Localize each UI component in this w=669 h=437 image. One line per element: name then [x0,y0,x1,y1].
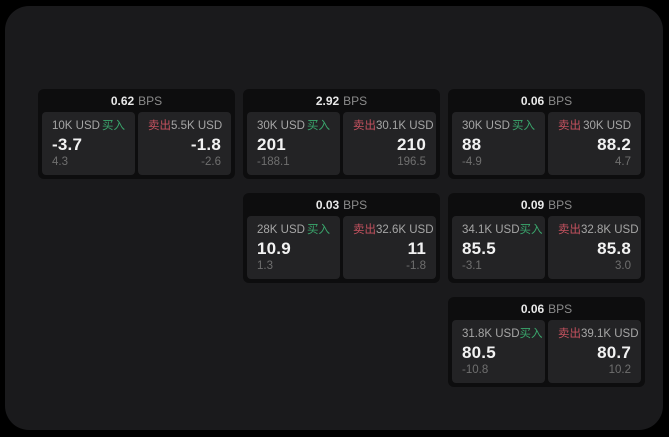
sell-panel[interactable]: 卖出 39.1K USD 80.7 10.2 [548,320,641,383]
buy-size: 31.8K USD [462,328,520,340]
sell-sub-value: 196.5 [397,156,426,168]
bps-header: 0.03 BPS [243,193,440,216]
sell-price: 210 [397,134,426,154]
quote-card: 0.03 BPS 28K USD 买入 10.9 1.3 卖出 32.6K US… [243,193,440,283]
buy-size: 30K USD [257,120,305,132]
quote-card-grid: 0.62 BPS 10K USD 买入 -3.7 4.3 卖出 5.5K USD [38,89,645,387]
bps-header: 0.06 BPS [448,89,645,112]
quote-card: 0.06 BPS 31.8K USD 买入 80.5 -10.8 卖出 39.1… [448,297,645,387]
bps-unit-label: BPS [138,93,163,108]
buy-price: 10.9 [257,238,291,258]
quote-card: 2.92 BPS 30K USD 买入 201 -188.1 卖出 30.1K … [243,89,440,179]
bps-unit-label: BPS [548,197,573,212]
buy-panel[interactable]: 30K USD 买入 88 -4.9 [452,112,545,175]
sell-panel[interactable]: 卖出 30K USD 88.2 4.7 [548,112,641,175]
bps-value: 2.92 [315,93,340,108]
panels: 31.8K USD 买入 80.5 -10.8 卖出 39.1K USD 80.… [448,320,645,387]
buy-label: 买入 [307,224,330,236]
sell-size: 32.6K USD [376,224,434,236]
panels: 30K USD 买入 201 -188.1 卖出 30.1K USD 210 1… [243,112,440,179]
buy-label: 买入 [519,328,543,340]
sell-sub-value: 10.2 [608,364,631,376]
buy-size: 30K USD [462,120,510,132]
buy-label: 买入 [307,120,330,132]
bps-header: 0.06 BPS [448,297,645,320]
panels: 28K USD 买入 10.9 1.3 卖出 32.6K USD 11 -1.8 [243,216,440,283]
sell-label: 卖出 [353,224,376,236]
buy-sub-value: -4.9 [462,156,482,168]
sell-size: 5.5K USD [171,120,223,132]
buy-size: 10K USD [52,120,100,132]
sell-price: -1.8 [190,134,221,154]
bps-unit-label: BPS [548,93,573,108]
app-window: 0.62 BPS 10K USD 买入 -3.7 4.3 卖出 5.5K USD [5,6,663,430]
sell-panel[interactable]: 卖出 32.8K USD 85.8 3.0 [548,216,641,279]
sell-price: 85.8 [597,238,631,258]
buy-price: 88 [462,134,482,154]
bps-header: 2.92 BPS [243,89,440,112]
sell-panel[interactable]: 卖出 30.1K USD 210 196.5 [343,112,436,175]
buy-sub-value: 4.3 [52,156,68,168]
sell-sub-value: -1.8 [406,260,426,272]
sell-size: 32.8K USD [581,224,639,236]
sell-price: 88.2 [597,134,631,154]
sell-label: 卖出 [148,120,171,132]
sell-sub-value: 3.0 [615,260,631,272]
sell-label: 卖出 [558,224,581,236]
bps-value: 0.09 [520,197,545,212]
sell-label: 卖出 [558,328,581,340]
buy-label: 买入 [102,120,125,132]
bps-header: 0.62 BPS [38,89,235,112]
panels: 34.1K USD 买入 85.5 -3.1 卖出 32.8K USD 85.8… [448,216,645,283]
bps-header: 0.09 BPS [448,193,645,216]
sell-size: 30K USD [583,120,631,132]
sell-size: 30.1K USD [376,120,434,132]
sell-label: 卖出 [558,120,581,132]
quote-card: 0.06 BPS 30K USD 买入 88 -4.9 卖出 30K USD [448,89,645,179]
sell-size: 39.1K USD [581,328,639,340]
buy-sub-value: 1.3 [257,260,273,272]
panels: 30K USD 买入 88 -4.9 卖出 30K USD 88.2 4.7 [448,112,645,179]
bps-unit-label: BPS [343,93,368,108]
quote-card: 0.09 BPS 34.1K USD 买入 85.5 -3.1 卖出 32.8K… [448,193,645,283]
buy-price: 80.5 [462,342,496,362]
sell-sub-value: 4.7 [615,156,631,168]
bps-value: 0.62 [110,93,135,108]
buy-panel[interactable]: 34.1K USD 买入 85.5 -3.1 [452,216,545,279]
buy-panel[interactable]: 30K USD 买入 201 -188.1 [247,112,340,175]
bps-value: 0.06 [520,93,545,108]
sell-panel[interactable]: 卖出 32.6K USD 11 -1.8 [343,216,436,279]
panels: 10K USD 买入 -3.7 4.3 卖出 5.5K USD -1.8 -2.… [38,112,235,179]
bps-unit-label: BPS [548,301,573,316]
sell-panel[interactable]: 卖出 5.5K USD -1.8 -2.6 [138,112,231,175]
sell-sub-value: -2.6 [201,156,221,168]
bps-value: 0.03 [315,197,340,212]
buy-price: -3.7 [52,134,83,154]
buy-size: 34.1K USD [462,224,520,236]
buy-sub-value: -10.8 [462,364,489,376]
quote-card: 0.62 BPS 10K USD 买入 -3.7 4.3 卖出 5.5K USD [38,89,235,179]
buy-sub-value: -3.1 [462,260,482,272]
buy-price: 85.5 [462,238,496,258]
bps-unit-label: BPS [343,197,368,212]
buy-panel[interactable]: 10K USD 买入 -3.7 4.3 [42,112,135,175]
sell-price: 11 [407,238,426,258]
sell-price: 80.7 [597,342,631,362]
buy-sub-value: -188.1 [257,156,290,168]
buy-size: 28K USD [257,224,305,236]
buy-label: 买入 [512,120,535,132]
sell-label: 卖出 [353,120,376,132]
buy-label: 买入 [519,224,543,236]
buy-panel[interactable]: 31.8K USD 买入 80.5 -10.8 [452,320,545,383]
buy-price: 201 [257,134,286,154]
bps-value: 0.06 [520,301,545,316]
buy-panel[interactable]: 28K USD 买入 10.9 1.3 [247,216,340,279]
